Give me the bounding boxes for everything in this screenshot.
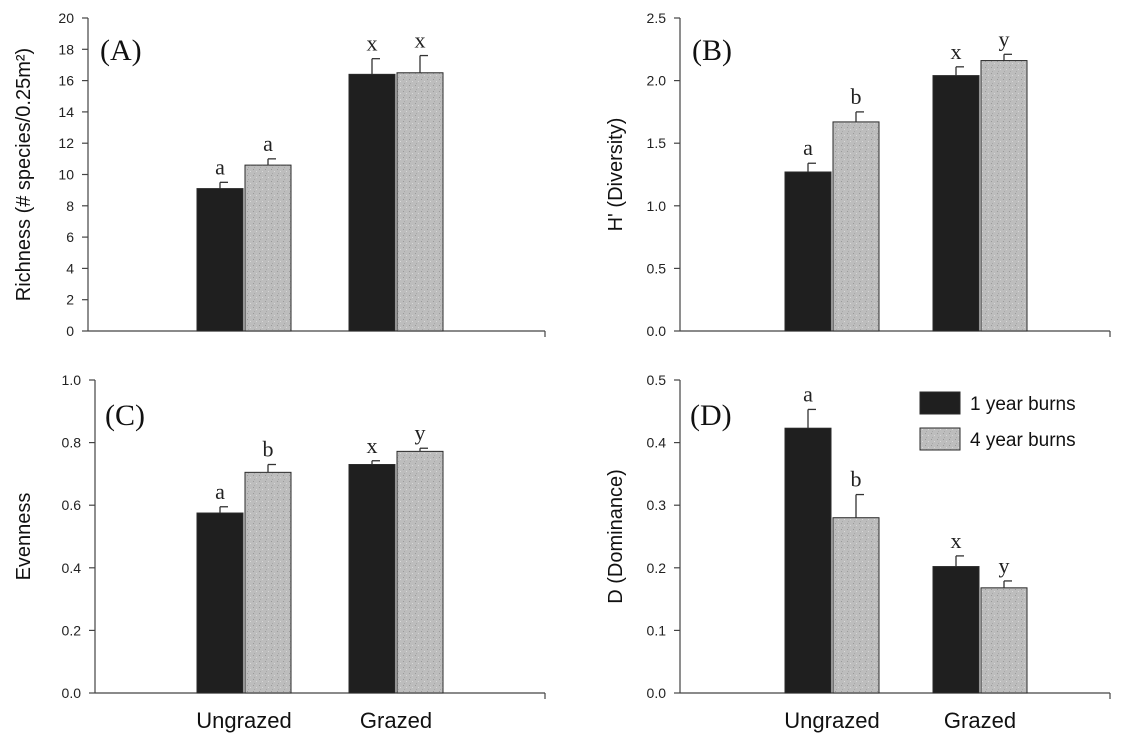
panel-c: 0.0 0.2 0.4 0.6 0.8 1.0 Evenness (C) a b Ungrazed x… — [13, 372, 546, 733]
legend: 1 year burns 4 year burns — [919, 391, 1076, 451]
y-tick-label: 0.5 — [647, 372, 667, 388]
y-tick-label: 0 — [66, 323, 74, 339]
bar-4-year-grazed — [396, 72, 444, 332]
x-category-label: Ungrazed — [784, 708, 879, 733]
legend-swatch — [919, 427, 961, 451]
x-category-label: Grazed — [360, 708, 432, 733]
y-tick-label: 20 — [58, 10, 74, 26]
bar-1-year-ungrazed — [784, 171, 832, 332]
y-tick-label: 12 — [58, 135, 74, 151]
chart-panels: 0 2 4 6 8 10 12 14 16 18 20 Richness (# species/0.2… — [13, 10, 1111, 733]
y-tick-label: 0.2 — [647, 560, 667, 576]
y-tick-label: 0.6 — [62, 497, 82, 513]
y-tick-label: 1.0 — [62, 372, 82, 388]
y-tick-label: 6 — [66, 229, 74, 245]
legend-label: 4 year burns — [970, 430, 1076, 451]
bar-1-year-grazed — [932, 75, 980, 332]
significance-letter: x — [951, 39, 962, 64]
y-tick-label: 8 — [66, 198, 74, 214]
bar-4-year-ungrazed — [832, 121, 880, 332]
y-tick-label: 2.5 — [647, 10, 667, 26]
y-tick-label: 0.2 — [62, 622, 82, 638]
significance-letter: b — [263, 437, 274, 462]
y-tick-label: 0.5 — [647, 260, 667, 276]
panel-d: 0.0 0.1 0.2 0.3 0.4 0.5 D (Dominance) (D) a b Ungr… — [605, 372, 1111, 733]
y-axis-label: H' (Diversity) — [605, 118, 627, 232]
bar-4-year-grazed — [980, 60, 1028, 332]
y-axis-label: Richness (# species/0.25m²) — [13, 48, 35, 301]
significance-letter: y — [999, 553, 1010, 578]
y-tick-label: 0.0 — [647, 323, 667, 339]
y-tick-label: 18 — [58, 41, 74, 57]
significance-letter: b — [851, 84, 862, 109]
panel-tag: (D) — [690, 399, 732, 432]
y-tick-label: 2 — [66, 292, 74, 308]
y-tick-label: 0.3 — [647, 497, 667, 513]
significance-letter: a — [803, 135, 813, 160]
y-tick-label: 4 — [66, 260, 74, 276]
significance-letter: y — [415, 420, 426, 445]
significance-letter: a — [215, 479, 225, 504]
y-tick-label: 0.0 — [62, 685, 82, 701]
panel-tag: (C) — [105, 399, 145, 432]
bar-1-year-grazed — [348, 73, 396, 332]
significance-letter: b — [851, 467, 862, 492]
bar-4-year-ungrazed — [244, 471, 292, 694]
legend-swatch — [919, 391, 961, 415]
x-category-label: Grazed — [944, 708, 1016, 733]
x-category-label: Ungrazed — [196, 708, 291, 733]
y-tick-label: 1.0 — [647, 198, 667, 214]
y-tick-label: 0.8 — [62, 435, 82, 451]
panel-b: 0.0 0.5 1.0 1.5 2.0 2.5 H' (Diversity) (B) a b x y — [605, 10, 1111, 339]
panel-tag: (A) — [100, 34, 142, 67]
significance-letter: x — [415, 28, 426, 53]
y-tick-label: 10 — [58, 167, 74, 183]
bar-1-year-ungrazed — [196, 188, 244, 332]
bar-4-year-grazed — [396, 450, 444, 694]
significance-letter: x — [367, 433, 378, 458]
y-tick-label: 0.4 — [647, 435, 667, 451]
significance-letter: a — [263, 131, 273, 156]
y-tick-label: 1.5 — [647, 135, 667, 151]
significance-letter: a — [803, 381, 813, 406]
bar-4-year-ungrazed — [244, 164, 292, 332]
bar-1-year-ungrazed — [196, 512, 244, 694]
significance-letter: x — [367, 31, 378, 56]
bar-1-year-grazed — [348, 464, 396, 694]
significance-letter: x — [951, 528, 962, 553]
legend-label: 1 year burns — [970, 394, 1076, 415]
panel-tag: (B) — [692, 34, 732, 67]
y-tick-label: 0.4 — [62, 560, 82, 576]
panel-a: 0 2 4 6 8 10 12 14 16 18 20 Richness (# species/0.2… — [13, 10, 546, 339]
bar-1-year-grazed — [932, 566, 980, 694]
significance-letter: a — [215, 154, 225, 179]
y-tick-label: 16 — [58, 73, 74, 89]
y-axis-label: D (Dominance) — [605, 469, 627, 603]
y-tick-label: 2.0 — [647, 73, 667, 89]
significance-letter: y — [999, 26, 1010, 51]
y-tick-label: 0.0 — [647, 685, 667, 701]
bar-4-year-grazed — [980, 587, 1028, 694]
y-axis-label: Evenness — [13, 493, 35, 581]
y-tick-label: 14 — [58, 104, 74, 120]
y-tick-label: 0.1 — [647, 622, 667, 638]
bar-1-year-ungrazed — [784, 427, 832, 694]
bar-4-year-ungrazed — [832, 517, 880, 694]
